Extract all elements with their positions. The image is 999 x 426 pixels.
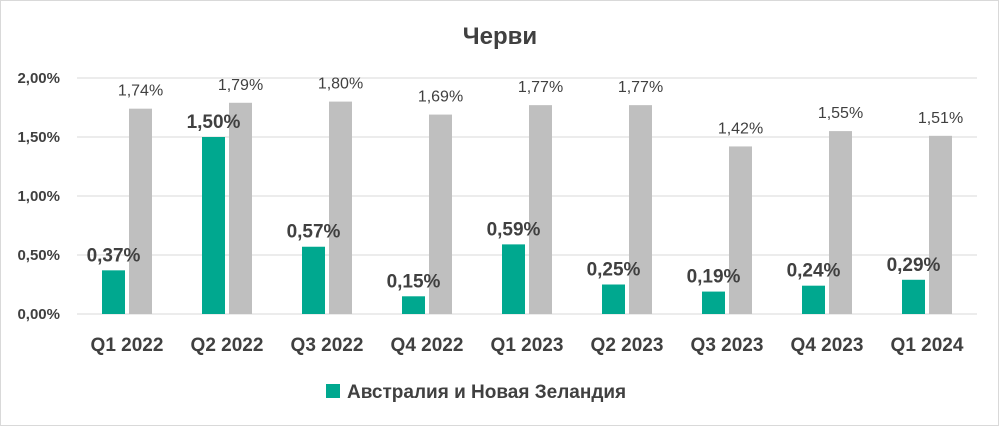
y-tick-label: 1,00% xyxy=(17,188,60,205)
y-tick-label: 0,00% xyxy=(17,306,60,323)
legend-swatch xyxy=(326,384,340,398)
bar-series-2 xyxy=(829,131,852,314)
gridlines xyxy=(77,77,977,315)
x-tick-label: Q1 2022 xyxy=(91,335,164,356)
data-label-series-2: 1,80% xyxy=(318,76,363,93)
data-label-series-2: 1,69% xyxy=(418,89,463,106)
bar-series-1 xyxy=(102,270,125,314)
bar-series-2 xyxy=(629,105,652,314)
x-tick-label: Q4 2022 xyxy=(391,335,464,356)
data-label-series-2: 1,79% xyxy=(218,77,263,94)
x-tick-label: Q1 2024 xyxy=(891,335,964,356)
data-label-series-1: 0,57% xyxy=(287,222,341,243)
data-label-series-2: 1,51% xyxy=(918,110,963,127)
data-label-series-2: 1,55% xyxy=(818,105,863,122)
x-tick-label: Q4 2023 xyxy=(791,335,864,356)
y-axis: 0,00% 0,50% 1,00% 1,50% 2,00% xyxy=(17,70,60,323)
bar-series-2 xyxy=(429,114,452,314)
legend: Австралия и Новая Зеландия xyxy=(326,382,626,403)
x-axis: Q1 2022 Q2 2022 Q3 2022 Q4 2022 Q1 2023 Q2 20… xyxy=(91,335,964,356)
bar-series-2 xyxy=(729,146,752,314)
data-label-series-1: 0,24% xyxy=(787,261,841,282)
bar-series-1 xyxy=(402,296,425,314)
bar-series-1 xyxy=(502,244,525,314)
data-label-series-1: 0,15% xyxy=(387,271,441,292)
data-label-series-1: 0,59% xyxy=(487,219,541,240)
chart-title: Черви xyxy=(463,23,537,50)
bar-series-2 xyxy=(129,108,152,315)
bar-series-1 xyxy=(202,137,225,314)
bar-series-2 xyxy=(929,135,952,314)
legend-label: Австралия и Новая Зеландия xyxy=(347,382,626,403)
bars xyxy=(102,101,952,315)
data-label-series-2: 1,74% xyxy=(118,83,163,100)
bar-series-1 xyxy=(802,285,825,314)
bar-series-2 xyxy=(529,105,552,314)
data-label-series-1: 0,25% xyxy=(587,260,641,281)
y-tick-label: 1,50% xyxy=(17,129,60,146)
bar-series-1 xyxy=(902,279,925,314)
data-label-series-1: 0,37% xyxy=(87,245,141,266)
y-tick-label: 0,50% xyxy=(17,247,60,264)
data-label-series-1: 0,19% xyxy=(687,267,741,288)
data-label-series-2: 1,77% xyxy=(618,79,663,96)
bar-series-1 xyxy=(702,291,725,314)
bar-series-1 xyxy=(302,246,325,314)
x-tick-label: Q3 2022 xyxy=(291,335,364,356)
bar-series-2 xyxy=(329,101,352,314)
x-tick-label: Q1 2023 xyxy=(491,335,564,356)
bar-series-2 xyxy=(229,102,252,314)
data-label-series-1: 0,29% xyxy=(887,255,941,276)
data-label-series-2: 1,42% xyxy=(718,120,763,137)
y-tick-label: 2,00% xyxy=(17,70,60,87)
bar-series-1 xyxy=(602,284,625,314)
data-label-series-2: 1,77% xyxy=(518,79,563,96)
data-label-series-1: 1,50% xyxy=(187,112,241,133)
data-labels: 0,37% 1,74% 1,50% 1,79% 0,57% 1,80% 0,15% 1,69%… xyxy=(87,76,964,293)
x-tick-label: Q2 2023 xyxy=(591,335,664,356)
x-tick-label: Q2 2022 xyxy=(191,335,264,356)
x-tick-label: Q3 2023 xyxy=(691,335,764,356)
